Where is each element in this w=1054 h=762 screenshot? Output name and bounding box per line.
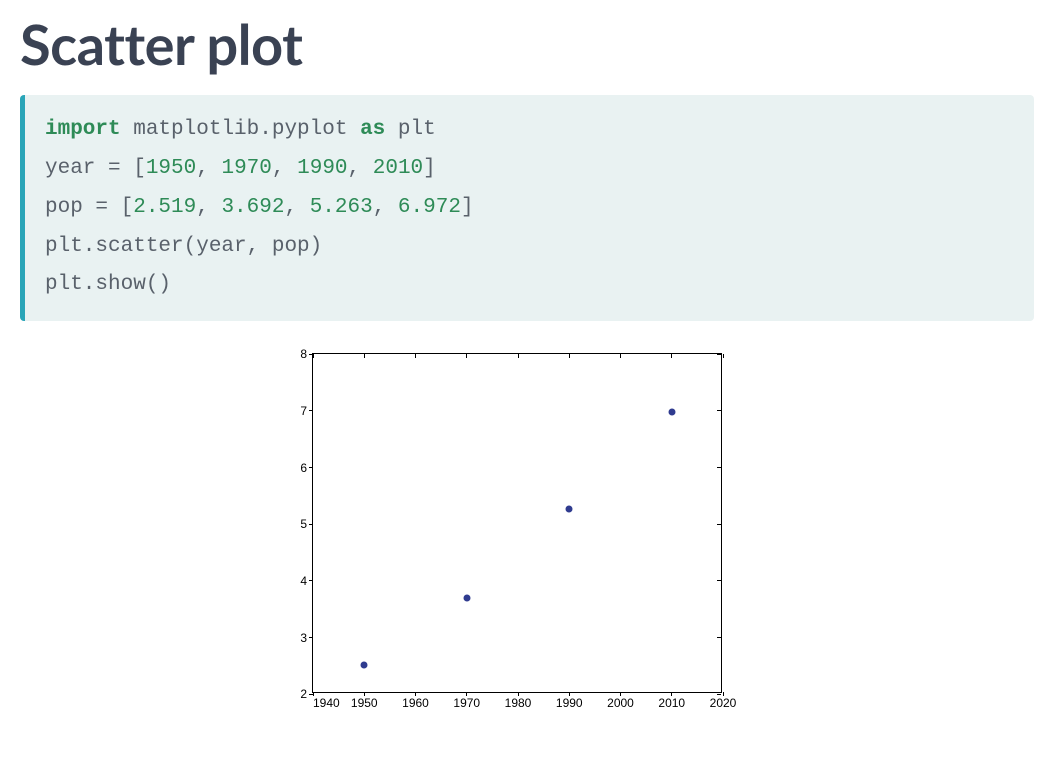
xtick-label: 1940 [313,692,340,710]
ytick-label: 3 [300,631,313,645]
ytick-inner [717,580,721,581]
ytick-label: 5 [300,517,313,531]
code-number: 1990 [297,157,347,180]
scatter-point [361,661,368,668]
code-line-1: import matplotlib.pyplot as plt [45,111,1014,150]
code-number: 2.519 [133,196,196,219]
code-line-3: pop = [2.519, 3.692, 5.263, 6.972] [45,189,1014,228]
code-text: plt [385,118,435,141]
code-number: 2010 [373,157,423,180]
ytick-label: 2 [300,687,313,701]
ytick-inner [717,354,721,355]
ytick-label: 6 [300,461,313,475]
code-text: ] [461,196,474,219]
ytick-inner [717,410,721,411]
xtick-inner [518,354,519,358]
code-text: pop = [ [45,196,133,219]
xtick-label: 2000 [607,692,634,710]
code-text: , [196,157,221,180]
page-title: Scatter plot [20,10,1034,77]
xtick-inner [415,354,416,358]
code-block: import matplotlib.pyplot as plt year = [… [20,95,1034,321]
xtick-label: 2010 [658,692,685,710]
code-text: ] [423,157,436,180]
xtick-inner [466,354,467,358]
xtick-inner [671,354,672,358]
code-line-4: plt.scatter(year, pop) [45,228,1014,267]
code-line-5: plt.show() [45,266,1014,305]
code-number: 3.692 [221,196,284,219]
code-text: , [284,196,309,219]
xtick-label: 2020 [710,692,737,710]
code-text: , [373,196,398,219]
scatter-point [668,409,675,416]
ytick-label: 7 [300,404,313,418]
scatter-plot: 2345678194019501960197019801990200020102… [312,353,722,693]
ytick-label: 4 [300,574,313,588]
code-keyword-as: as [360,118,385,141]
xtick-label: 1990 [556,692,583,710]
xtick-label: 1950 [351,692,378,710]
xtick-label: 1960 [402,692,429,710]
code-number: 1950 [146,157,196,180]
xtick-inner [313,354,314,358]
ytick-inner [717,467,721,468]
xtick-inner [569,354,570,358]
xtick-inner [723,354,724,358]
code-text: matplotlib.pyplot [121,118,360,141]
chart-container: 2345678194019501960197019801990200020102… [20,353,1034,693]
code-number: 1970 [221,157,271,180]
xtick-inner [620,354,621,358]
ytick-inner [717,524,721,525]
slide-page: Scatter plot import matplotlib.pyplot as… [0,0,1054,713]
chart-inner: 2345678194019501960197019801990200020102… [312,353,722,693]
xtick-label: 1980 [505,692,532,710]
code-keyword-import: import [45,118,121,141]
code-text: , [348,157,373,180]
ytick-inner [717,637,721,638]
code-number: 6.972 [398,196,461,219]
code-text: year = [ [45,157,146,180]
scatter-point [463,595,470,602]
code-number: 5.263 [310,196,373,219]
xtick-inner [364,354,365,358]
code-text: , [272,157,297,180]
code-text: , [196,196,221,219]
scatter-point [566,506,573,513]
ytick-label: 8 [300,347,313,361]
code-line-2: year = [1950, 1970, 1990, 2010] [45,150,1014,189]
xtick-label: 1970 [453,692,480,710]
